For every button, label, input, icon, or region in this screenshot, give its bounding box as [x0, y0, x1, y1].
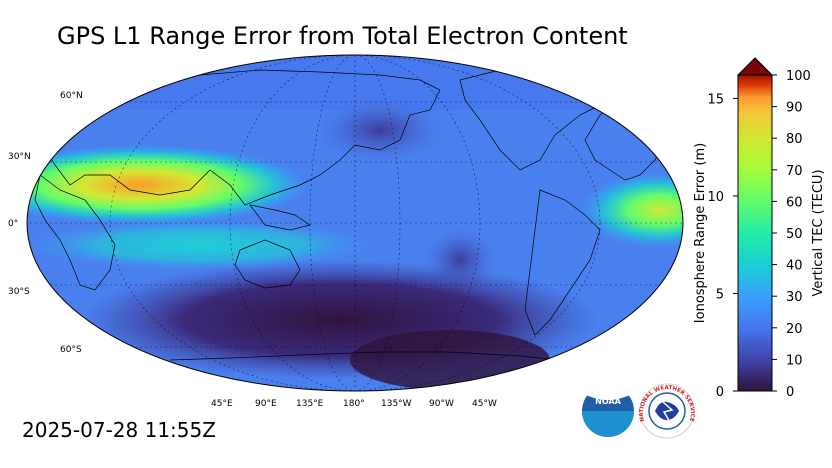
tec-tick-label: 10	[786, 353, 803, 368]
range-tick-label: 10	[707, 190, 724, 205]
colorbar-gradient	[737, 74, 773, 392]
nws-logo: NATIONAL WEATHER SERVICE	[639, 383, 695, 439]
lon-label-45e: 45°E	[211, 399, 233, 409]
page-title: GPS L1 Range Error from Total Electron C…	[57, 22, 628, 50]
lat-label-0: 0°	[8, 219, 18, 229]
lon-label-45w: 45°W	[472, 399, 497, 409]
lat-labels: 60°N 30°N 0° 30°S 60°S	[8, 91, 83, 355]
tec-tick-label: 60	[786, 195, 803, 210]
colorbar-tec-label: Vertical TEC (TECU)	[811, 169, 826, 296]
timestamp: 2025-07-28 11:55Z	[22, 418, 216, 442]
tec-tick-label: 30	[786, 290, 803, 305]
tec-tick-label: 0	[786, 385, 794, 400]
lon-labels: 45°E 90°E 135°E 180° 135°W 90°W 45°W	[211, 399, 497, 409]
lon-label-90e: 90°E	[255, 399, 277, 409]
range-tick-label: 15	[707, 92, 724, 107]
lon-label-135w: 135°W	[381, 399, 412, 409]
tec-tick-label: 40	[786, 259, 803, 274]
tec-tick-label: 90	[786, 101, 803, 116]
lat-label-30n: 30°N	[8, 152, 31, 162]
range-tick-label: 0	[716, 385, 724, 400]
tec-field	[27, 55, 683, 391]
colorbar-range-label: Ionosphere Range Error (m)	[693, 143, 708, 323]
range-ticks: 15 10 5 0	[707, 92, 738, 400]
range-tick-label: 5	[716, 287, 724, 302]
noaa-logo-text: NOAA	[595, 397, 621, 406]
lat-label-60n: 60°N	[60, 91, 83, 101]
tec-tick-label: 20	[786, 322, 803, 337]
noaa-logo: NOAA	[582, 383, 634, 437]
tec-tick-label: 50	[786, 227, 803, 242]
lon-label-90w: 90°W	[429, 399, 454, 409]
tec-tick-label: 80	[786, 132, 803, 147]
lat-label-30s: 30°S	[8, 287, 30, 297]
globe-border	[26, 54, 684, 392]
lon-label-135e: 135°E	[296, 399, 324, 409]
lat-label-60s: 60°S	[60, 345, 82, 355]
tec-tick-label: 100	[786, 69, 811, 84]
tec-tick-label: 70	[786, 164, 803, 179]
colorbar-extend-arrow	[736, 57, 774, 76]
lon-label-180: 180°	[343, 399, 365, 409]
